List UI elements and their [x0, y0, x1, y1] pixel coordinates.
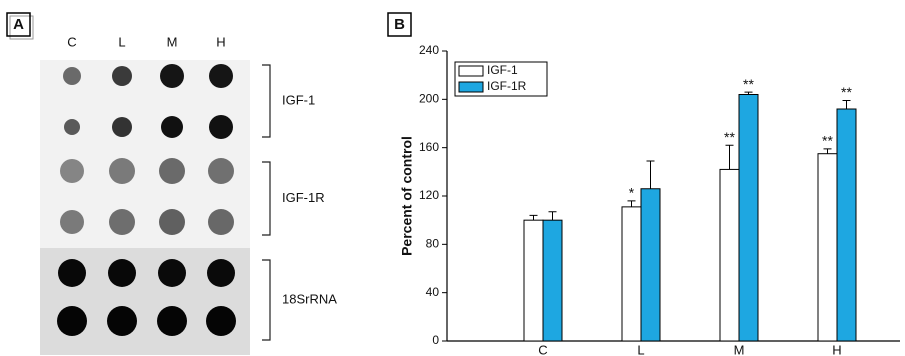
- blot-dot: [112, 117, 132, 137]
- bracket: [262, 260, 270, 340]
- x-tick-label: L: [637, 342, 644, 356]
- blot-dot: [209, 64, 233, 88]
- legend-swatch: [459, 82, 483, 92]
- blot-dot: [107, 306, 137, 336]
- blot-dot: [108, 259, 136, 287]
- row-label: 18SrRNA: [282, 291, 337, 306]
- blot-dot: [112, 66, 132, 86]
- bar: [837, 109, 856, 341]
- blot-dot: [159, 158, 185, 184]
- bar: [818, 154, 837, 341]
- y-tick-label: 40: [426, 285, 440, 299]
- x-tick-label: H: [832, 342, 841, 356]
- y-tick-label: 160: [419, 140, 439, 154]
- blot-dot: [60, 210, 84, 234]
- legend-label: IGF-1R: [487, 79, 527, 93]
- y-tick-label: 120: [419, 188, 439, 202]
- blot-dot: [158, 259, 186, 287]
- significance-mark: **: [841, 84, 852, 100]
- blot-dot: [109, 209, 135, 235]
- bar: [543, 220, 562, 341]
- blot-dot: [109, 158, 135, 184]
- row-label: IGF-1: [282, 92, 315, 107]
- y-tick-label: 80: [426, 237, 440, 251]
- bar: [622, 207, 641, 341]
- blot-dot: [63, 67, 81, 85]
- significance-mark: **: [724, 129, 735, 145]
- blot-dot: [208, 158, 234, 184]
- bar: [524, 220, 543, 341]
- bracket: [262, 65, 270, 137]
- panel-label: B: [394, 16, 405, 33]
- blot-dot: [64, 119, 80, 135]
- blot-dot: [60, 159, 84, 183]
- y-tick-label: 200: [419, 92, 439, 106]
- error-bar: [628, 201, 636, 207]
- bar: [641, 189, 660, 341]
- error-bar: [726, 145, 734, 169]
- blot-dot: [160, 64, 184, 88]
- error-bar: [843, 101, 851, 109]
- y-tick-label: 240: [419, 43, 439, 57]
- column-label: M: [167, 34, 178, 49]
- blot-dot: [208, 209, 234, 235]
- blot-dot: [157, 306, 187, 336]
- x-tick-label: M: [734, 342, 745, 356]
- column-label: H: [216, 34, 225, 49]
- column-label: L: [118, 34, 125, 49]
- error-bar: [549, 212, 557, 220]
- y-tick-label: 0: [432, 333, 439, 347]
- error-bar: [647, 161, 655, 189]
- blot-dot: [207, 259, 235, 287]
- row-label: IGF-1R: [282, 190, 325, 205]
- error-bar: [824, 149, 832, 154]
- significance-mark: **: [822, 133, 833, 149]
- significance-mark: *: [629, 185, 635, 201]
- bar: [720, 169, 739, 341]
- blot-dot: [209, 115, 233, 139]
- blot-dot: [161, 116, 183, 138]
- significance-mark: **: [743, 76, 754, 92]
- panel-label: A: [13, 16, 24, 33]
- error-bar: [530, 215, 538, 220]
- y-axis-label: Percent of control: [399, 136, 415, 256]
- x-tick-label: C: [538, 342, 547, 356]
- bracket: [262, 162, 270, 235]
- blot-dot: [58, 259, 86, 287]
- blot-dot: [206, 306, 236, 336]
- bar: [739, 95, 758, 342]
- column-label: C: [67, 34, 76, 49]
- figure: A B Percent of control C L M H IGF-1 IGF-1R 18…: [0, 0, 905, 356]
- blot-dot: [159, 209, 185, 235]
- legend-label: IGF-1: [487, 63, 518, 77]
- legend-swatch: [459, 66, 483, 76]
- blot-dot: [57, 306, 87, 336]
